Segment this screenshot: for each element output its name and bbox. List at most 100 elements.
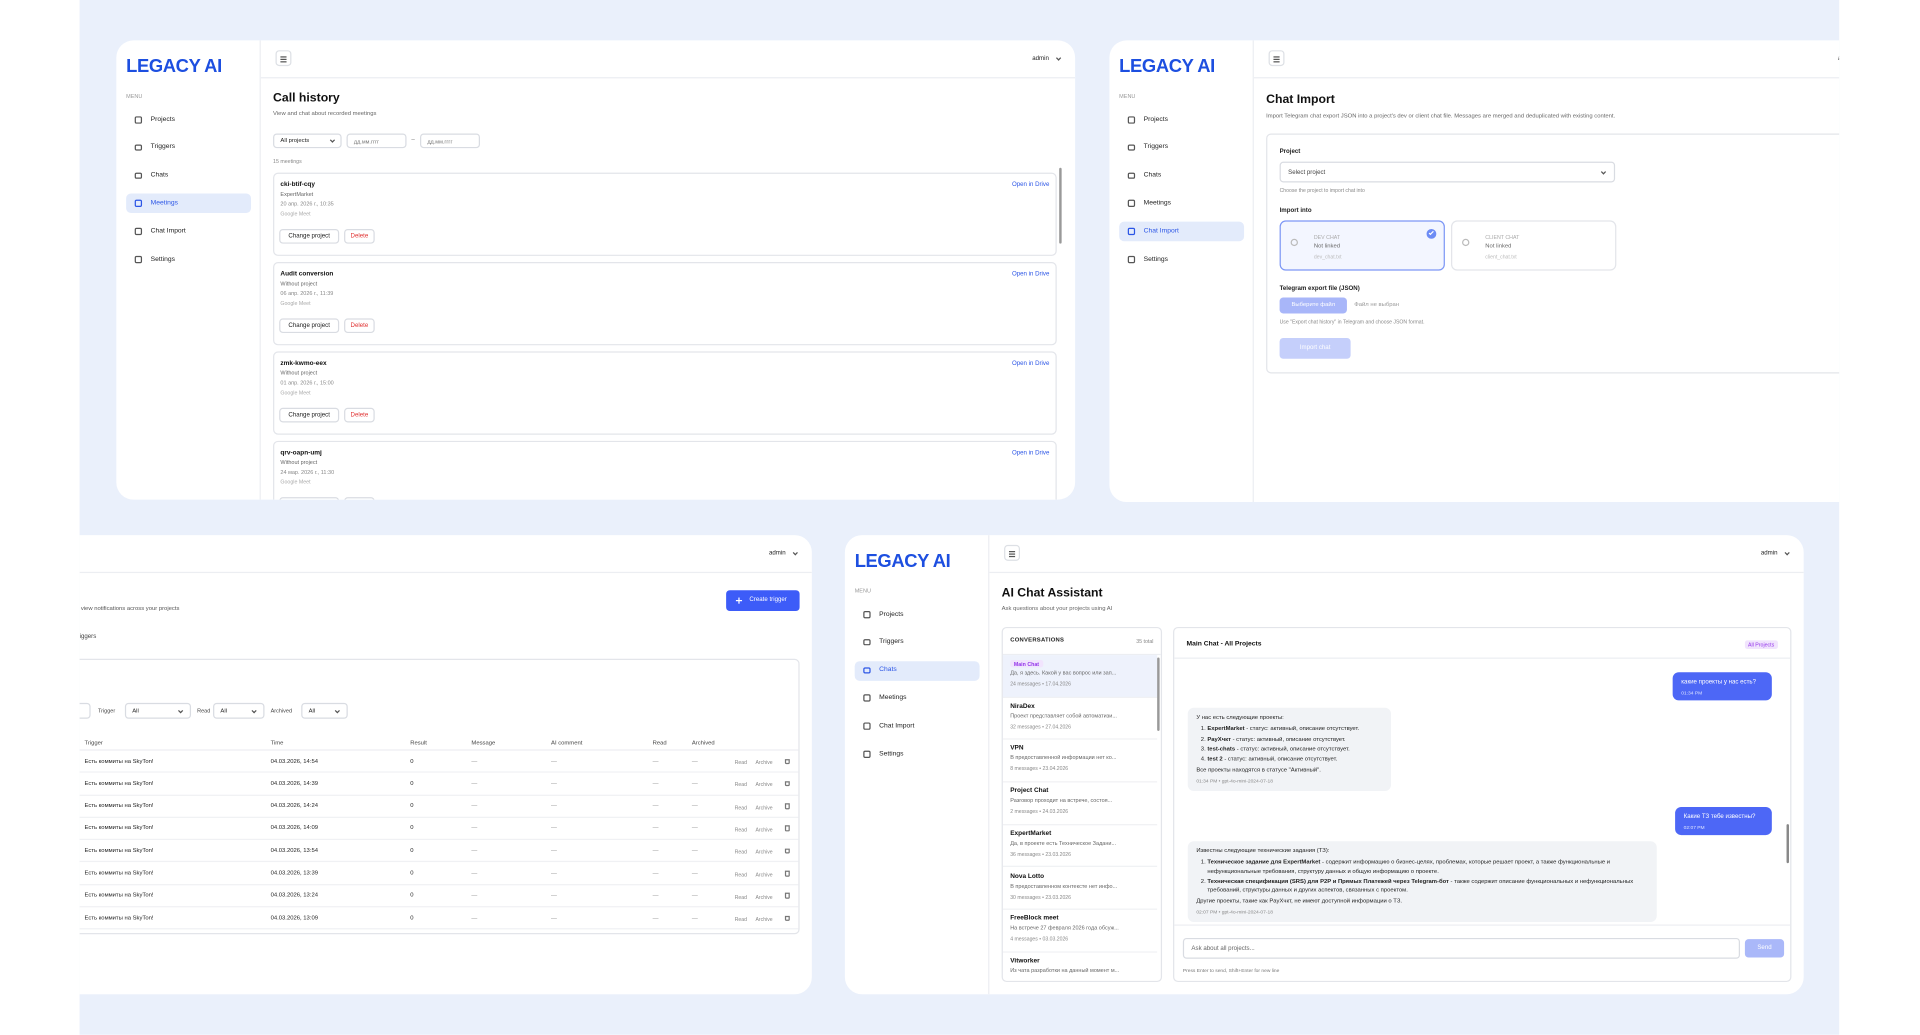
menu-item[interactable]: Chat Import bbox=[126, 222, 251, 242]
conversation-preview: В предоставленной информации нет ко... bbox=[1010, 754, 1117, 761]
row-action[interactable]: Archive bbox=[755, 826, 773, 833]
column-header: Message bbox=[471, 740, 496, 747]
row-action[interactable]: Read bbox=[734, 803, 747, 811]
row-action[interactable]: Archive bbox=[755, 871, 773, 878]
row-action[interactable]: Archive bbox=[755, 803, 773, 811]
row-action[interactable]: Read bbox=[734, 781, 747, 788]
delete-icon[interactable] bbox=[784, 870, 790, 877]
conversation-item[interactable]: Project Chat Разговор проходит на встрече… bbox=[1002, 783, 1158, 826]
menu-item[interactable]: Chats bbox=[854, 660, 980, 681]
menu-item[interactable]: Chat Import bbox=[1119, 221, 1245, 242]
user-menu[interactable]: admin bbox=[1838, 55, 1839, 62]
change-project-button[interactable]: Change project bbox=[279, 407, 340, 423]
delete-icon[interactable] bbox=[784, 780, 790, 787]
menu-item[interactable]: Projects bbox=[1119, 110, 1244, 130]
message-list-item: Техническая спецификация (SRS) для P2P и… bbox=[1207, 878, 1648, 896]
send-button[interactable]: Send bbox=[1744, 939, 1785, 958]
meeting-source: Google Meet bbox=[280, 299, 311, 306]
page-subtitle: Ask questions about your projects using … bbox=[1001, 606, 1113, 613]
row-action[interactable]: Read bbox=[734, 893, 747, 900]
row-action[interactable]: Read bbox=[734, 916, 747, 923]
row-action[interactable]: Read bbox=[734, 759, 747, 766]
menu-item[interactable]: Settings bbox=[855, 744, 980, 764]
import-target[interactable]: DEV CHAT Not linked dev_chat.txt bbox=[1279, 220, 1445, 271]
open-drive-link[interactable]: Open in Drive bbox=[1011, 181, 1050, 189]
create-trigger-button[interactable]: Create trigger bbox=[726, 590, 800, 612]
import-target[interactable]: CLIENT CHAT Not linked client_chat.txt bbox=[1451, 220, 1617, 271]
open-drive-link[interactable]: Open in Drive bbox=[1011, 270, 1050, 278]
delete-icon[interactable] bbox=[784, 915, 790, 921]
menu-item[interactable]: Chats bbox=[1119, 166, 1244, 186]
filter-select[interactable]: All bbox=[124, 702, 192, 719]
change-project-button[interactable]: Change project bbox=[279, 228, 340, 244]
table-cell: — bbox=[652, 870, 659, 877]
menu-item[interactable]: Chat Import bbox=[855, 717, 980, 737]
conversation-item[interactable]: FreeBlock meet На встрече 27 февраля 2026… bbox=[1002, 910, 1158, 953]
delete-icon[interactable] bbox=[784, 848, 790, 854]
conversation-item[interactable]: VPN В предоставленной информации нет ко..… bbox=[1002, 740, 1158, 783]
chat-input[interactable]: Ask about all projects... bbox=[1182, 937, 1741, 959]
table-cell: 04.03.2026, 14:09 bbox=[270, 825, 318, 832]
conversation-item[interactable]: NiraDex Проект представляет собой автомат… bbox=[1002, 698, 1158, 741]
row-action[interactable]: Read bbox=[734, 871, 747, 878]
row-action[interactable]: Read bbox=[734, 826, 747, 833]
menu-toggle-line bbox=[1008, 552, 1016, 554]
row-action[interactable]: Archive bbox=[755, 893, 773, 900]
delete-icon[interactable] bbox=[784, 893, 790, 899]
table-cell: — bbox=[471, 803, 478, 810]
menu-item[interactable]: Settings bbox=[126, 250, 251, 270]
user-message: какие проекты у нас есть? 01:34 PM bbox=[1672, 672, 1772, 701]
menu-item[interactable]: Triggers bbox=[855, 633, 980, 653]
menu-item[interactable]: Chats bbox=[126, 166, 251, 186]
menu-toggle[interactable] bbox=[275, 50, 292, 67]
conversation-item[interactable]: ExpertMarket Да, в проекте есть Техническ… bbox=[1002, 825, 1158, 868]
change-project-button[interactable]: Change project bbox=[279, 497, 340, 500]
tab[interactable]: iggers bbox=[79, 633, 97, 641]
delete-icon[interactable] bbox=[784, 758, 790, 765]
menu-item[interactable]: Triggers bbox=[1119, 138, 1244, 158]
change-project-button[interactable]: Change project bbox=[279, 318, 340, 334]
brand: LEGACY AI bbox=[1119, 56, 1215, 78]
delete-button[interactable]: Delete bbox=[344, 407, 375, 423]
user-menu[interactable]: admin bbox=[1032, 55, 1049, 63]
project-select[interactable]: Select project bbox=[1279, 161, 1616, 183]
menu-item[interactable]: Meetings bbox=[1119, 194, 1244, 214]
conversation-preview: Да, в проекте есть Техническое Задани... bbox=[1010, 839, 1117, 846]
conversation-item[interactable]: Vitworker Из чата разработки на данный мо… bbox=[1003, 953, 1157, 981]
filter-select[interactable]: All bbox=[301, 702, 348, 719]
delete-icon[interactable] bbox=[784, 825, 790, 832]
menu-item[interactable]: Meetings bbox=[855, 689, 980, 709]
menu-item[interactable]: Triggers bbox=[126, 138, 251, 158]
delete-icon[interactable] bbox=[784, 803, 790, 809]
meeting-card: cki-btif-cqy ExpertMarket 20 апр. 2026 г.,… bbox=[273, 172, 1057, 256]
menu-item[interactable]: Projects bbox=[126, 110, 251, 130]
menu-item[interactable]: Projects bbox=[855, 605, 980, 625]
conversation-item[interactable]: Main Chat Да, я здесь. Какой у вас вопрос… bbox=[1002, 655, 1158, 698]
project-filter[interactable]: All projects bbox=[273, 133, 342, 149]
row-action[interactable]: Archive bbox=[755, 781, 773, 788]
row-action[interactable]: Archive bbox=[755, 759, 773, 766]
open-drive-link[interactable]: Open in Drive bbox=[1011, 360, 1050, 368]
row-action[interactable]: Archive bbox=[755, 848, 773, 855]
user-menu[interactable]: admin bbox=[768, 549, 786, 558]
menu-toggle[interactable] bbox=[1004, 544, 1021, 561]
file-button[interactable]: Выберите файл bbox=[1279, 297, 1347, 314]
conversation-item[interactable]: Nova Lotto В предоставленном контексте не… bbox=[1002, 868, 1158, 911]
row-action[interactable]: Read bbox=[734, 848, 747, 855]
date-input[interactable]: дд.мм.гггг bbox=[346, 133, 407, 149]
menu-toggle-line bbox=[1273, 60, 1280, 62]
menu-item[interactable]: Settings bbox=[1119, 250, 1244, 270]
menu-item[interactable]: Meetings bbox=[126, 193, 252, 214]
input-hint: Press Enter to send, Shift+Enter for new… bbox=[1182, 967, 1280, 974]
open-drive-link[interactable]: Open in Drive bbox=[1011, 449, 1050, 457]
delete-button[interactable]: Delete bbox=[344, 318, 375, 334]
menu-toggle[interactable] bbox=[1268, 50, 1285, 67]
delete-button[interactable]: Delete bbox=[344, 497, 375, 500]
date-input[interactable]: дд.мм.гггг bbox=[420, 133, 481, 149]
import-button[interactable]: Import chat bbox=[1279, 337, 1351, 359]
filter-select[interactable]: All bbox=[213, 702, 265, 719]
table-cell: — bbox=[551, 825, 557, 832]
delete-button[interactable]: Delete bbox=[344, 228, 375, 244]
user-menu[interactable]: admin bbox=[1760, 549, 1778, 558]
row-action[interactable]: Archive bbox=[755, 916, 773, 923]
